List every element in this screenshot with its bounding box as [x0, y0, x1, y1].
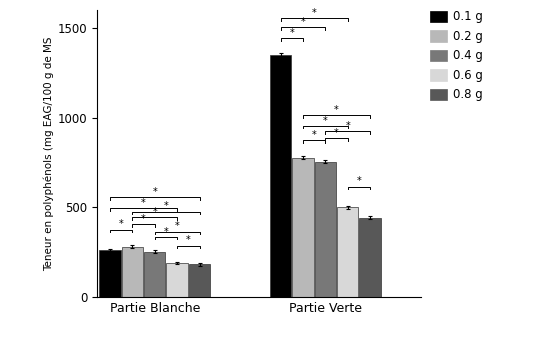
Text: *: *	[141, 198, 146, 208]
Bar	[99, 250, 120, 297]
Text: *: *	[164, 202, 168, 211]
Text: *: *	[152, 187, 157, 197]
Bar	[292, 158, 314, 297]
Bar	[166, 263, 188, 297]
Bar	[270, 55, 291, 297]
Text: *: *	[119, 219, 124, 229]
Text: *: *	[312, 8, 316, 18]
Y-axis label: Teneur en polyphénols (mg EAG/100 g de MS: Teneur en polyphénols (mg EAG/100 g de M…	[43, 36, 53, 271]
Legend: 0.1 g, 0.2 g, 0.4 g, 0.6 g, 0.8 g: 0.1 g, 0.2 g, 0.4 g, 0.6 g, 0.8 g	[430, 11, 483, 101]
Text: *: *	[289, 28, 294, 38]
Text: *: *	[334, 105, 339, 115]
Bar	[144, 252, 165, 297]
Text: *: *	[345, 121, 350, 131]
Text: *: *	[186, 236, 191, 246]
Bar	[189, 265, 210, 297]
Bar	[360, 218, 381, 297]
Text: *: *	[334, 128, 339, 138]
Text: *: *	[141, 214, 146, 224]
Text: *: *	[323, 116, 328, 125]
Text: *: *	[175, 221, 179, 231]
Bar	[122, 247, 143, 297]
Text: *: *	[312, 130, 316, 140]
Text: *: *	[301, 17, 305, 27]
Text: *: *	[356, 176, 361, 187]
Text: *: *	[164, 226, 168, 237]
Text: *: *	[152, 207, 157, 217]
Bar	[315, 162, 336, 297]
Bar	[337, 207, 359, 297]
